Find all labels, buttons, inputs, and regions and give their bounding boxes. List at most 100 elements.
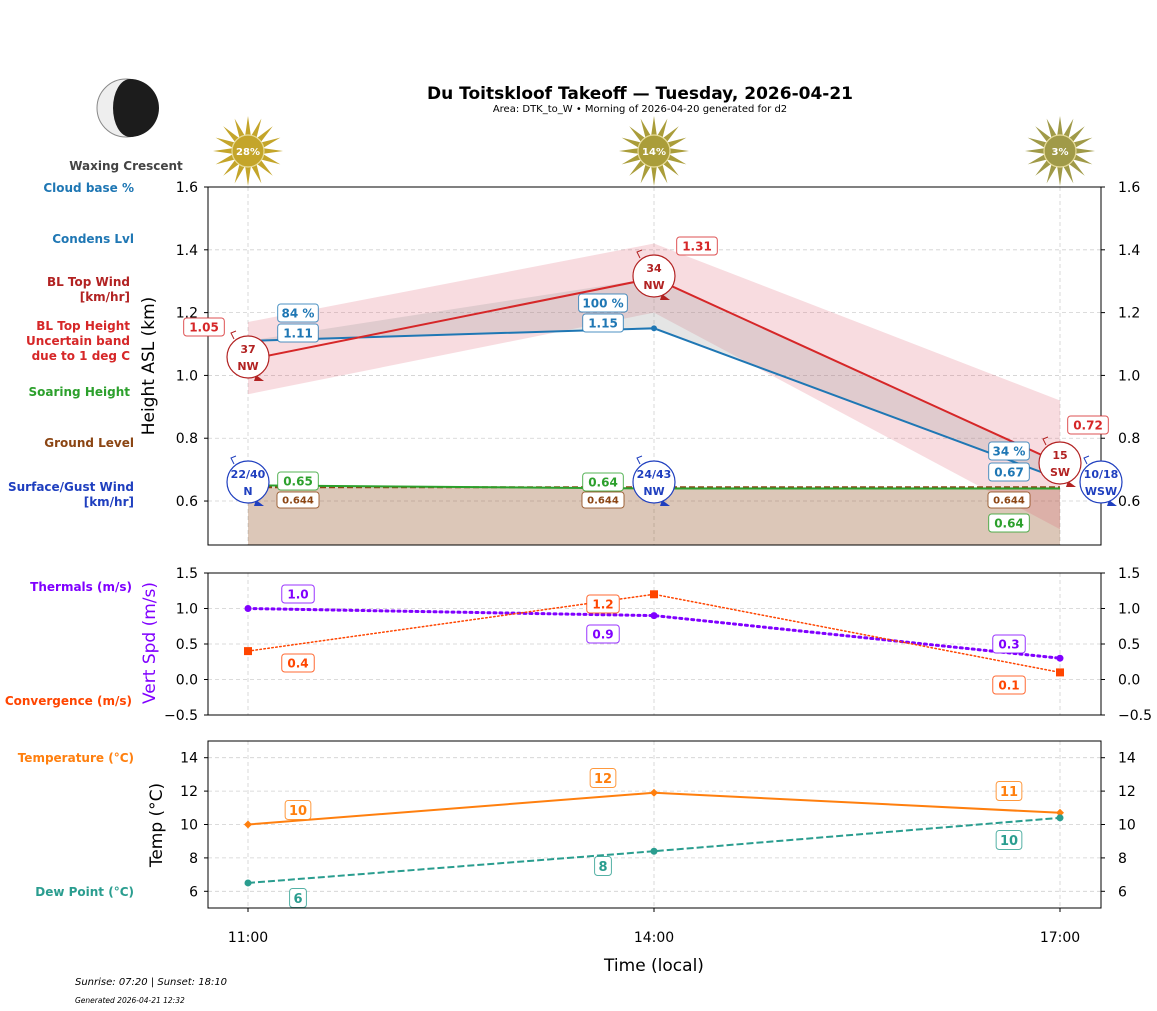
soaring-height-label-text: 0.65	[283, 474, 313, 488]
bl-top-wind-marker: 37 NW	[226, 330, 270, 381]
generated-timestamp: Generated 2026-04-21 12:32	[75, 996, 185, 1005]
thermals-label-text: 0.9	[592, 627, 613, 641]
y-tick-label-right: 1.0	[1118, 602, 1140, 618]
convergence-point	[650, 590, 658, 599]
legend-ground: Ground Level	[44, 436, 134, 450]
dewpoint-label: 10	[995, 830, 1023, 850]
convergence-label-text: 0.4	[287, 656, 308, 670]
wind-speed: 22/40	[231, 468, 266, 481]
dewpoint-label-text: 6	[293, 892, 302, 907]
y-tick-label-left: 1.0	[176, 602, 198, 618]
soaring-height-label-text: 0.64	[588, 475, 618, 489]
y-tick-label-left: 10	[180, 818, 198, 834]
temperature-label-box	[995, 781, 1023, 801]
legend-surface-wind-unit: [km/hr]	[84, 495, 134, 509]
thermals-point	[244, 605, 252, 612]
moon-phase-label: Waxing Crescent	[69, 159, 183, 173]
ground-level-label-text: 0.644	[587, 496, 619, 507]
sun-icon: 28%	[213, 116, 283, 186]
dewpoint-label-box	[995, 830, 1023, 850]
wind-speed: 15	[1052, 449, 1067, 462]
legend-bl-band: Uncertain band	[26, 334, 130, 348]
wind-barb-icon	[230, 455, 237, 465]
dewpoint-label: 6	[289, 888, 307, 908]
sun-percent-label: 14%	[642, 147, 666, 158]
condens-lvl-label: 0.67	[988, 462, 1030, 482]
temperature-point	[650, 788, 658, 797]
x-tick-label: 17:00	[1040, 930, 1080, 946]
legend-cloud-base: Cloud base %	[43, 181, 134, 195]
y-axis-label-height: Height ASL (km)	[139, 297, 159, 436]
wind-direction: NW	[237, 360, 258, 373]
bl-top-height-label: 1.05	[183, 317, 225, 337]
convergence-point	[244, 647, 252, 656]
y-tick-label-left: 1.0	[176, 368, 198, 384]
thermals-label-text: 0.3	[998, 637, 1019, 651]
y-tick-label-right: 1.2	[1118, 306, 1140, 322]
thermals-point	[1056, 654, 1064, 662]
temperature-point	[244, 820, 252, 829]
thermals-label: 0.9	[586, 624, 620, 644]
dewpoint-label-box	[594, 856, 612, 876]
y-tick-label-right: 0.8	[1118, 431, 1140, 447]
wind-barb-icon	[230, 330, 237, 340]
sun-percent-label: 28%	[236, 147, 260, 158]
sun-percent-label: 3%	[1052, 147, 1069, 158]
chart-title: Du Toitskloof Takeoff — Tuesday, 2026-04…	[427, 84, 853, 104]
ground-level-label-box	[581, 491, 625, 509]
cloud-base-pct-label-text: 100 %	[582, 296, 623, 310]
convergence-label-box	[281, 653, 315, 673]
bl-top-height-label: 0.72	[1067, 415, 1109, 435]
wind-circle	[1079, 460, 1123, 504]
legend-bl-wind-unit: [km/hr]	[80, 290, 130, 304]
soaring-height-label: 0.64	[988, 513, 1030, 533]
temperature-label-text: 12	[594, 772, 612, 787]
convergence-label: 0.4	[281, 653, 315, 673]
legend-surface-wind: Surface/Gust Wind	[8, 480, 134, 494]
thermals-point	[650, 612, 658, 620]
x-tick-label: 14:00	[634, 930, 674, 946]
sun-disc	[1043, 134, 1077, 168]
dewpoint-point	[650, 847, 658, 855]
y-axis-label-temp: Temp (°C)	[147, 783, 167, 868]
condens-lvl-label-box	[988, 462, 1030, 482]
convergence-label-text: 0.1	[998, 678, 1019, 692]
bl-top-wind-marker: 34 NW	[632, 249, 676, 300]
y-tick-label-left: 0.0	[176, 673, 198, 689]
dewpoint-label: 8	[594, 856, 612, 876]
wind-direction: NW	[643, 485, 664, 498]
legend-convergence: Convergence (m/s)	[5, 694, 132, 708]
ground-level-label-text: 0.644	[282, 496, 314, 507]
bl-top-height-label-text: 1.05	[189, 320, 219, 334]
wind-circle	[632, 254, 676, 298]
bl-top-uncertainty-band	[248, 243, 1060, 530]
legend-soaring: Soaring Height	[29, 385, 131, 399]
wind-direction: NW	[643, 279, 664, 292]
thermals-label-box	[992, 634, 1026, 654]
cloud-base-pct-label: 100 %	[578, 293, 628, 313]
surface-wind-marker: 10/18 WSW	[1079, 455, 1123, 506]
ground-level-label-box	[987, 491, 1031, 509]
y-tick-label-right: 1.6	[1118, 180, 1140, 196]
sun-icon: 14%	[619, 116, 689, 186]
condens-lvl-label-text: 0.67	[994, 465, 1024, 479]
panel-3-frame	[207, 740, 1102, 909]
ground-level-label-text: 0.644	[993, 496, 1025, 507]
convergence-label-text: 1.2	[592, 597, 613, 611]
panel-2-axes: 6 6 8 8 10 10 12 12 14 14	[180, 741, 1136, 908]
ground-level-label: 0.644	[276, 491, 320, 509]
legend-thermals: Thermals (m/s)	[30, 580, 132, 594]
bl-top-height-label-text: 0.72	[1073, 418, 1103, 432]
convergence-point	[1056, 668, 1064, 677]
y-tick-label-right: 1.4	[1118, 243, 1140, 259]
panel-2-frame	[207, 572, 1102, 716]
y-tick-label-left: 1.6	[176, 180, 198, 196]
temperature-point	[1056, 808, 1064, 817]
cloud-layer-fill	[248, 278, 1060, 480]
bl-top-height-label-box	[1067, 415, 1109, 435]
y-tick-label-left: 12	[180, 784, 198, 800]
wind-circle	[632, 460, 676, 504]
dewpoint-point	[1056, 814, 1064, 822]
y-tick-label-left: 0.5	[176, 637, 198, 653]
temperature-label: 10	[284, 800, 312, 820]
